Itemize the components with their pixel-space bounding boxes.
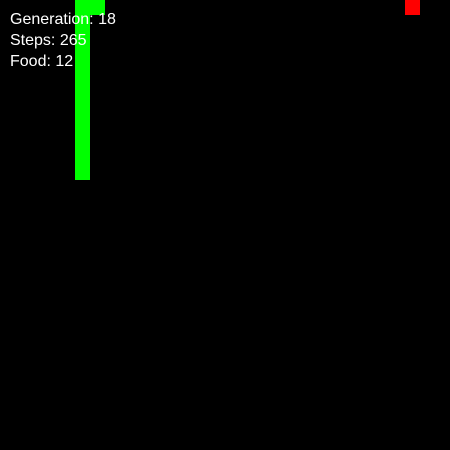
hud: Generation: 18 Steps: 265 Food: 12 bbox=[10, 9, 116, 72]
snake-body bbox=[75, 15, 90, 180]
steps-value: 265 bbox=[59, 32, 87, 49]
food-pellet bbox=[405, 0, 420, 15]
food-value: 12 bbox=[55, 53, 74, 70]
food-counter: Food: 12 bbox=[10, 53, 74, 70]
steps-label: Steps bbox=[10, 32, 51, 49]
food-label: Food bbox=[10, 53, 47, 70]
generation-value: 18 bbox=[98, 11, 116, 28]
generation-counter: Generation: 18 bbox=[10, 11, 116, 28]
steps-counter: Steps: 265 bbox=[10, 32, 87, 49]
generation-label: Generation bbox=[10, 11, 90, 28]
snake-head bbox=[75, 0, 105, 15]
